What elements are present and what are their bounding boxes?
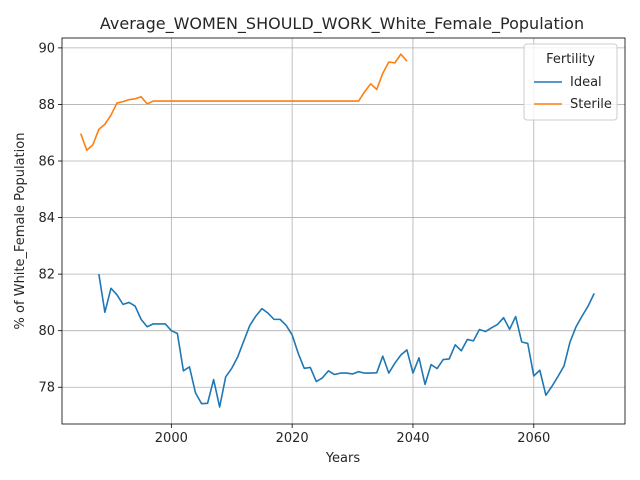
legend-label-ideal: Ideal [570,75,602,90]
legend: Fertility Ideal Sterile [523,43,618,121]
x-axis-label: Years [325,451,361,466]
legend-box [523,43,618,121]
y-tick-label: 84 [38,211,55,226]
chart-title: Average_WOMEN_SHOULD_WORK_White_Female_P… [100,14,584,34]
y-tick-label: 86 [38,155,55,170]
x-tick-label: 2000 [155,431,188,446]
axis-ticks: 2000 2020 2040 2060 78 80 82 84 86 88 90 [38,41,550,446]
series-line-ideal [98,273,595,408]
y-tick-label: 78 [38,381,55,396]
y-tick-label: 82 [38,268,55,283]
y-tick-label: 80 [38,324,55,339]
x-tick-label: 2060 [517,431,550,446]
x-tick-label: 2020 [276,431,309,446]
y-tick-label: 90 [38,41,55,56]
series-line-sterile [79,53,408,152]
y-axis-label: % of White_Female Population [13,133,28,330]
legend-label-sterile: Sterile [570,97,612,112]
legend-title: Fertility [546,52,595,67]
x-tick-label: 2040 [396,431,429,446]
plot-area-frame [61,37,626,425]
series-lines [79,53,595,408]
y-tick-label: 88 [38,98,55,113]
